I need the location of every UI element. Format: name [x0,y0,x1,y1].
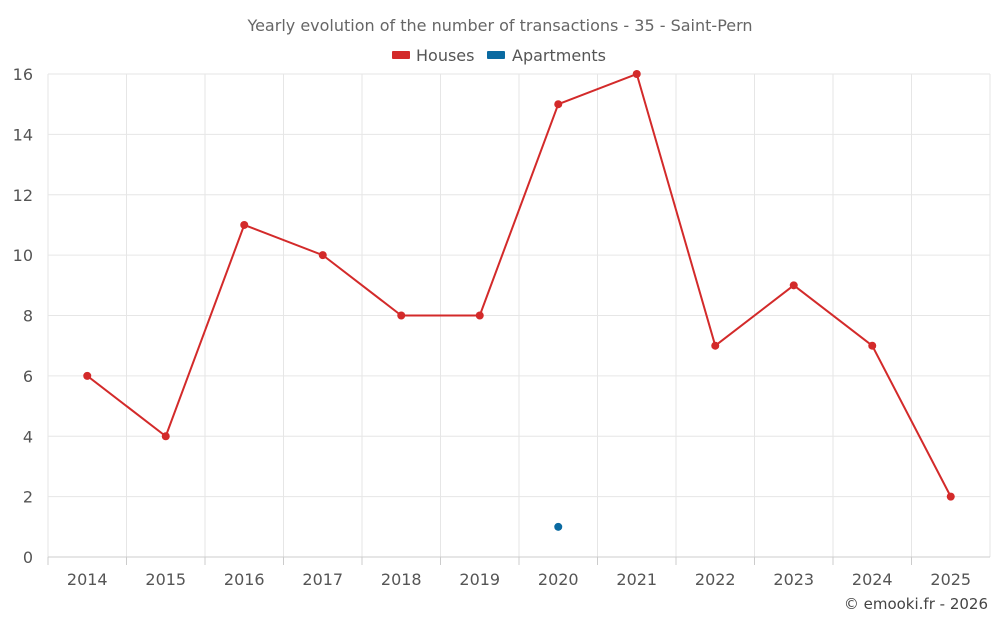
data-point-houses-2024[interactable] [868,341,877,350]
x-tick-label: 2016 [224,570,265,589]
data-point-houses-2017[interactable] [318,251,327,260]
x-tick-label: 2014 [67,570,108,589]
data-point-houses-2014[interactable] [83,371,92,380]
x-tick-label: 2019 [459,570,500,589]
legend-label-houses: Houses [416,46,474,65]
grid-lines [47,73,991,557]
data-point-houses-2025[interactable] [946,492,955,501]
y-tick-label: 2 [23,488,33,507]
data-point-houses-2016[interactable] [240,220,249,229]
x-tick-label: 2022 [695,570,736,589]
data-point-houses-2015[interactable] [161,432,170,441]
y-tick-label: 0 [23,548,33,567]
data-point-apartments-2020[interactable] [554,522,563,531]
x-tick-label: 2017 [302,570,343,589]
data-point-houses-2019[interactable] [475,311,484,320]
series-line-houses [86,73,952,498]
credit-text[interactable]: © emooki.fr - 2026 [844,595,988,613]
x-tick-label: 2015 [145,570,186,589]
y-tick-label: 16 [13,65,33,84]
axes: 0 2 4 6 8 10 12 14 16 2014 2015 2016 2017 2018 2019 202… [13,65,990,589]
y-tick-label: 10 [13,246,33,265]
y-tick-label: 8 [23,307,33,326]
y-tick-label: 14 [13,125,33,144]
x-tick-label: 2020 [538,570,579,589]
data-point-houses-2021[interactable] [632,70,641,78]
x-tick-label: 2018 [381,570,422,589]
legend-swatch-apartments [487,51,505,59]
legend-swatch-houses [392,51,410,59]
legend-label-apartments: Apartments [512,46,606,65]
x-tick-label: 2023 [773,570,814,589]
chart-title: Yearly evolution of the number of transa… [246,16,752,35]
y-tick-label: 6 [23,367,33,386]
legend-item-apartments[interactable]: Apartments [487,46,606,65]
data-point-houses-2018[interactable] [397,311,406,320]
series [83,70,955,531]
data-point-houses-2020[interactable] [554,100,563,109]
data-point-houses-2023[interactable] [789,281,798,290]
x-tick-label: 2025 [930,570,971,589]
legend-item-houses[interactable]: Houses [392,46,474,65]
legend: Houses Apartments [392,46,606,65]
x-tick-label: 2021 [616,570,657,589]
y-tick-label: 12 [13,186,33,205]
data-point-houses-2022[interactable] [711,341,720,350]
x-tick-label: 2024 [852,570,893,589]
y-tick-label: 4 [23,427,33,446]
